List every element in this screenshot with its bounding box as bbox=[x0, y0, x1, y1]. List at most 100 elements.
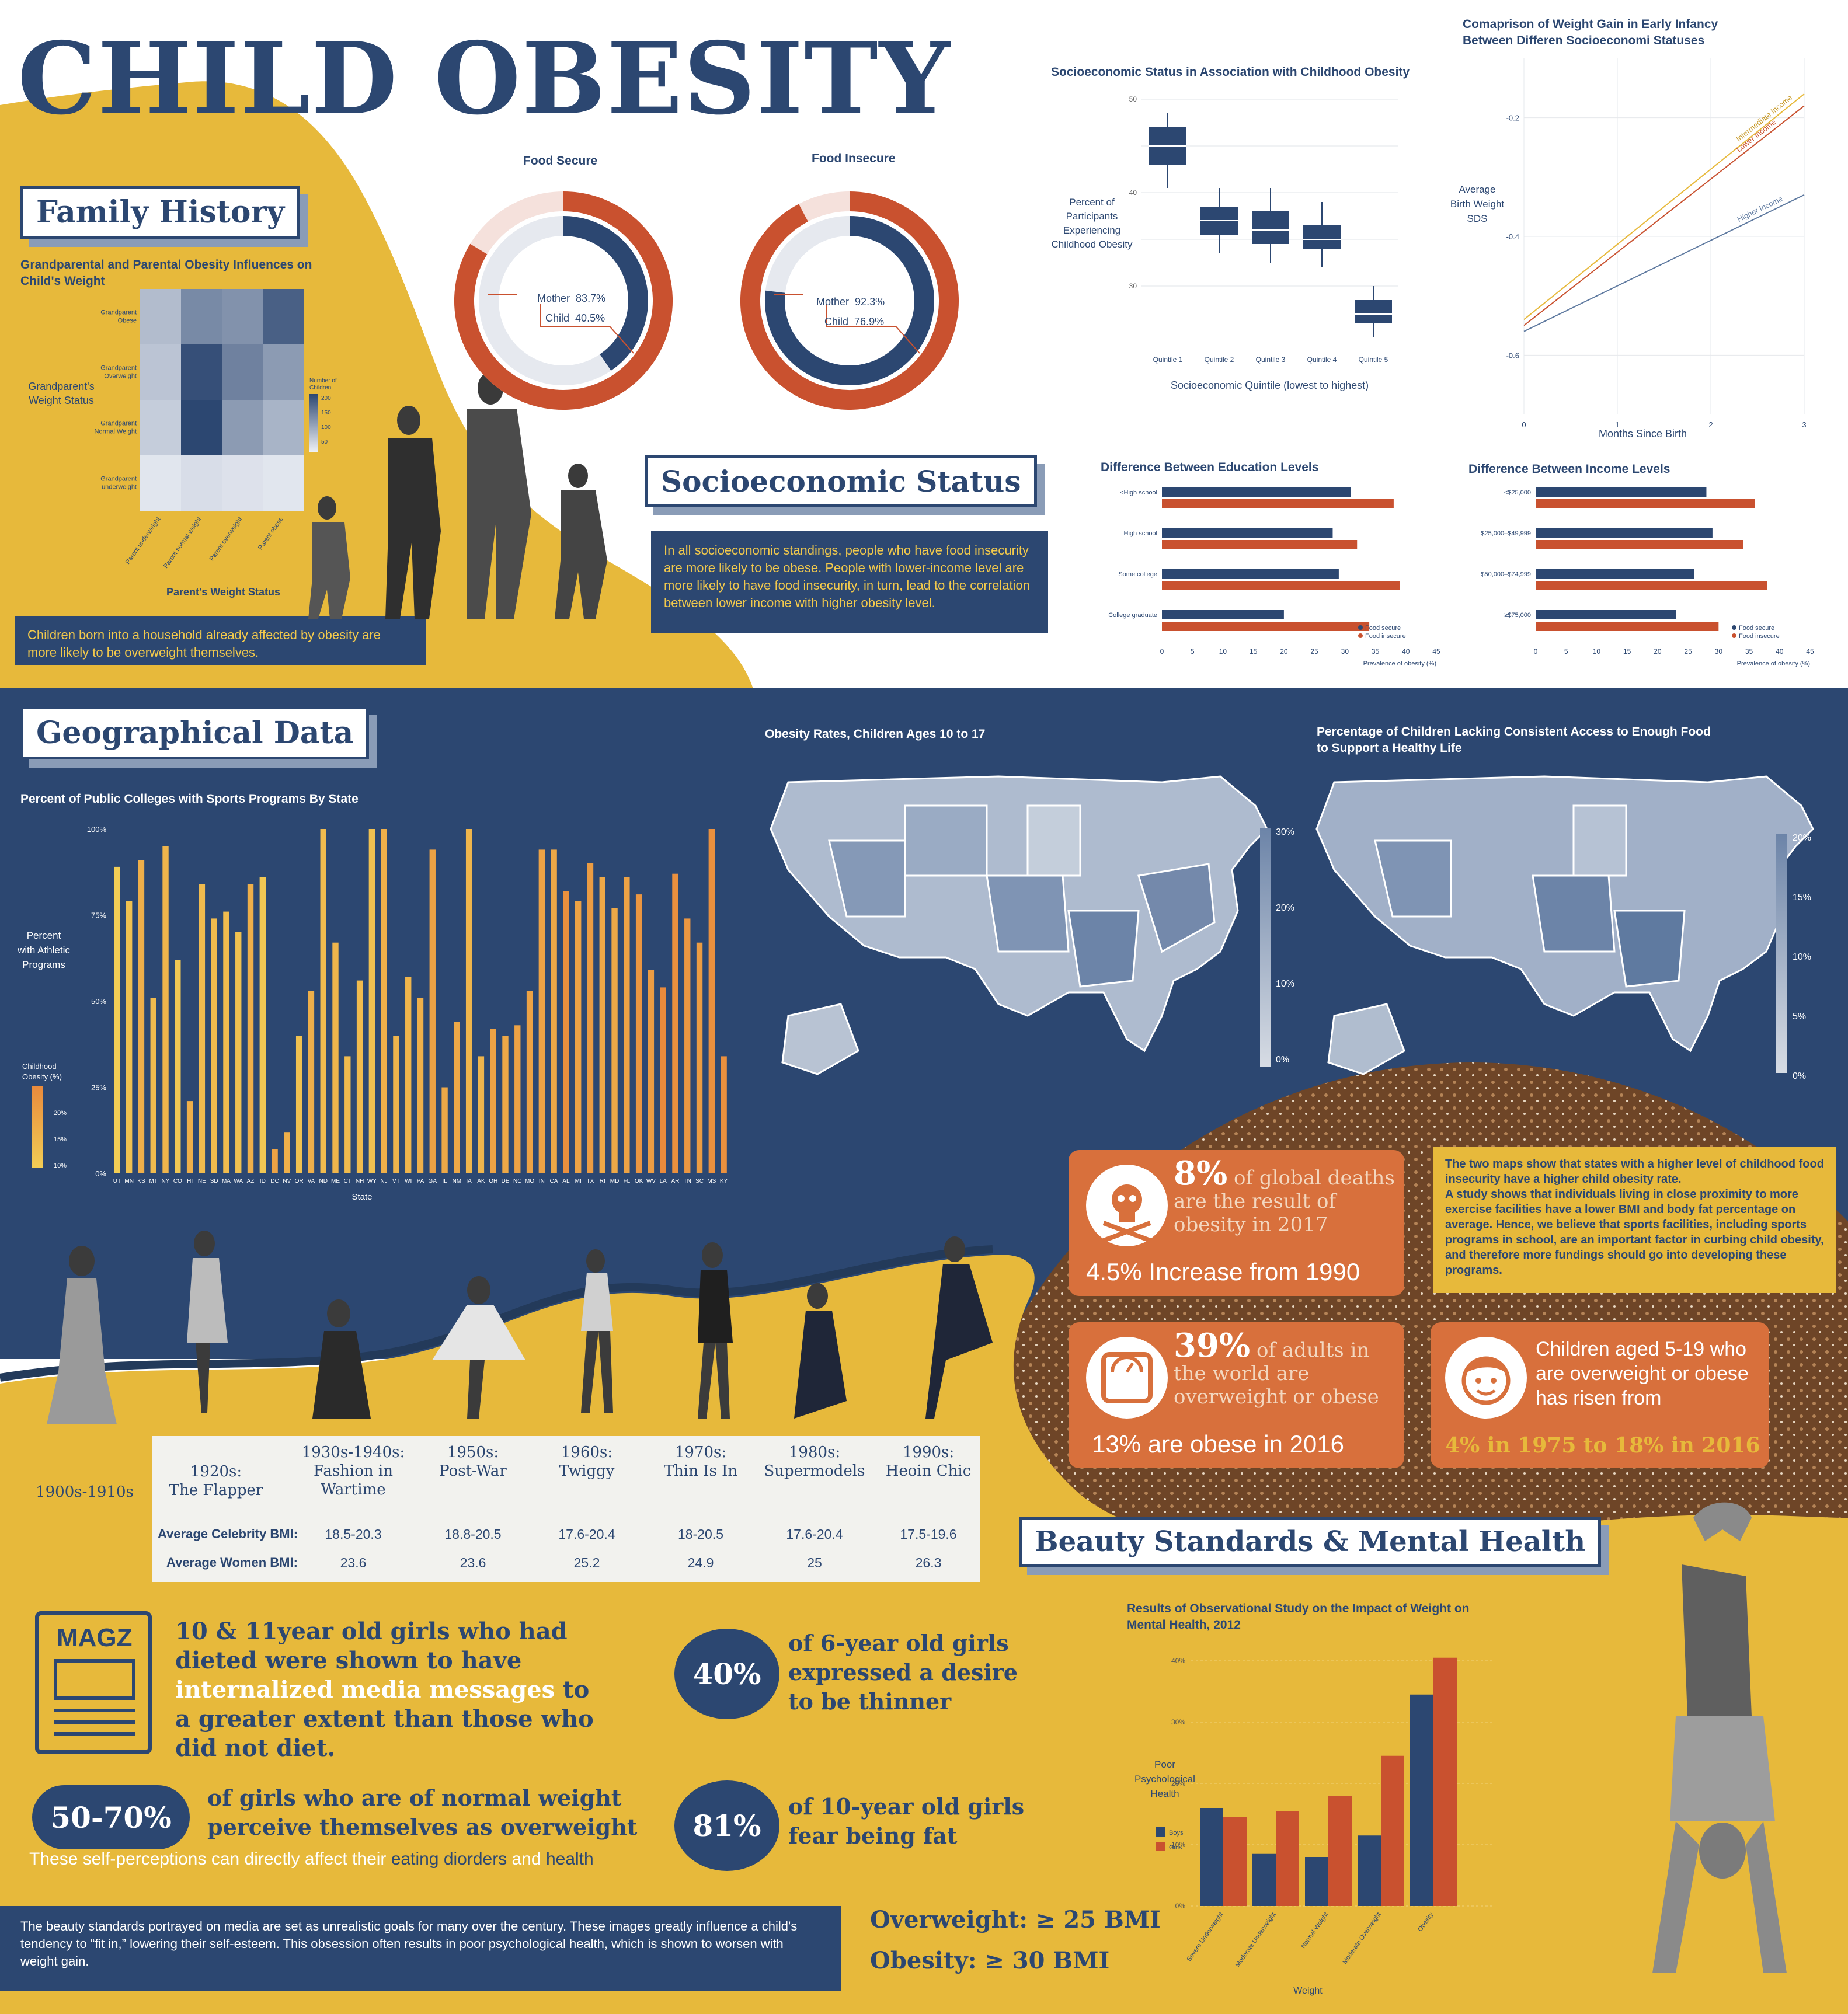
sports-bar bbox=[175, 960, 181, 1173]
boxplot-ytick: 40 bbox=[1129, 189, 1137, 197]
hbar-xtick: 15 bbox=[1623, 647, 1631, 656]
sports-state-label: WY bbox=[367, 1178, 377, 1184]
mother-value: 92.3% bbox=[855, 296, 885, 308]
stat-card-children: Children aged 5-19 who are overweight or… bbox=[1431, 1322, 1769, 1468]
sports-state-label: IL bbox=[442, 1178, 447, 1184]
sports-state-label: DC bbox=[270, 1178, 279, 1184]
mental-health-bar-chart: 40% 30% 20% 10% 0%Severe Underweight Moderate… bbox=[1156, 1657, 1495, 1996]
sports-bar bbox=[356, 980, 363, 1173]
legend-swatch-girls bbox=[1156, 1842, 1165, 1851]
heatmap-legend-title: Children bbox=[309, 385, 331, 391]
sports-state-label: NE bbox=[198, 1178, 206, 1184]
heatmap-cell bbox=[181, 400, 222, 455]
sports-state-label: FL bbox=[623, 1178, 630, 1184]
sports-bar bbox=[684, 918, 691, 1173]
section-header-geographical: Geographical Data bbox=[20, 706, 370, 759]
sports-bar bbox=[551, 849, 557, 1173]
sports-legend-title: Childhood Obesity (%) bbox=[22, 1062, 62, 1081]
era-women-bmi: 23.6 bbox=[340, 1555, 367, 1570]
map2-legend-tick: 5% bbox=[1793, 1012, 1806, 1022]
era-label: 1950s: Post-War bbox=[439, 1444, 507, 1480]
heatmap-row-label: Grandparent Overweight bbox=[100, 365, 137, 380]
sports-state-label: CT bbox=[344, 1178, 351, 1184]
sports-bar bbox=[247, 884, 254, 1173]
mental-bar-boys bbox=[1305, 1857, 1328, 1906]
heatmap-cell bbox=[263, 400, 304, 455]
hbar-category-label: Some college bbox=[1118, 571, 1157, 578]
mother-value: 83.7% bbox=[576, 292, 606, 304]
sports-state-label: AZ bbox=[247, 1178, 255, 1184]
sports-bar bbox=[295, 1036, 302, 1173]
linechart-xtick: 1 bbox=[1615, 420, 1619, 429]
sports-bar bbox=[538, 849, 545, 1173]
sports-bar bbox=[186, 1101, 193, 1173]
sports-bar bbox=[284, 1132, 290, 1173]
family-walking-illustration bbox=[308, 374, 607, 619]
mental-ytick: 0% bbox=[1175, 1902, 1186, 1910]
mental-ytick: 20% bbox=[1171, 1779, 1185, 1787]
hbar-xtick: 15 bbox=[1250, 647, 1258, 656]
self-perception-note: These self-perceptions can directly affe… bbox=[29, 1849, 594, 1869]
skull-icon bbox=[1086, 1165, 1168, 1246]
hbar-xtick: 20 bbox=[1280, 647, 1288, 656]
section-header-family-history: Family History bbox=[20, 186, 301, 239]
sports-bar bbox=[114, 866, 120, 1173]
bmi-label-celebrity: Average Celebrity BMI: bbox=[158, 1527, 298, 1541]
sports-state-label: WA bbox=[234, 1178, 243, 1184]
mental-legend: Girls bbox=[1169, 1844, 1182, 1851]
sports-state-label: WV bbox=[646, 1178, 656, 1184]
stat-5070-circle: 50-70% bbox=[32, 1785, 190, 1849]
map1-legend-tick: 0% bbox=[1276, 1055, 1289, 1065]
maps-note: The two maps show that states with a hig… bbox=[1433, 1147, 1836, 1293]
hbar-legend: Food secure bbox=[1365, 625, 1401, 632]
sports-state-label: NY bbox=[162, 1178, 170, 1184]
mental-ytick: 10% bbox=[1171, 1841, 1185, 1849]
hbar-food-secure bbox=[1162, 569, 1339, 579]
donut-mother-arc bbox=[740, 191, 959, 410]
era-table-bg bbox=[152, 1436, 980, 1582]
map2-legend-tick: 10% bbox=[1793, 952, 1811, 962]
hbar-xtick: 5 bbox=[1564, 647, 1568, 656]
edu-chart-title: Difference Between Education Levels bbox=[1101, 461, 1319, 474]
map2-legend-bar bbox=[1776, 834, 1787, 1073]
sports-state-label: MS bbox=[707, 1178, 716, 1184]
hbar-category-label: <High school bbox=[1120, 489, 1157, 496]
donut-child-arc bbox=[563, 216, 648, 371]
child-label: Child bbox=[824, 316, 849, 327]
heatmap-col-label: Parent normal weight bbox=[162, 516, 203, 570]
heatmap-title: Grandparental and Parental Obesity Influ… bbox=[20, 258, 312, 288]
donut-leader-line bbox=[540, 304, 634, 354]
hbar-legend: Food secure bbox=[1739, 625, 1774, 632]
heatmap-legend-bar bbox=[309, 394, 318, 452]
sports-state-label: NC bbox=[513, 1178, 521, 1184]
sports-state-label: HI bbox=[187, 1178, 193, 1184]
era-women-bmi: 25 bbox=[807, 1555, 822, 1570]
sports-state-label: NV bbox=[283, 1178, 291, 1184]
legend-dot bbox=[1732, 625, 1736, 630]
era-celebrity-bmi: 18.5-20.3 bbox=[325, 1527, 382, 1542]
legend-swatch-boys bbox=[1156, 1827, 1165, 1837]
hbar-xtick: 30 bbox=[1715, 647, 1723, 656]
hbar-category-label: College graduate bbox=[1108, 612, 1157, 619]
sports-state-label: MI bbox=[575, 1178, 582, 1184]
donut-child-arc bbox=[765, 216, 934, 385]
sports-state-label: IA bbox=[466, 1178, 472, 1184]
child-face-icon bbox=[1445, 1337, 1527, 1419]
hbar-food-secure bbox=[1536, 610, 1676, 619]
sports-state-label: RI bbox=[600, 1178, 605, 1184]
era-celebrity-bmi: 17.6-20.4 bbox=[786, 1527, 843, 1542]
sports-bar bbox=[162, 846, 169, 1173]
sports-bar bbox=[344, 1056, 351, 1173]
sports-bar bbox=[393, 1036, 399, 1173]
sports-state-label: NJ bbox=[381, 1178, 388, 1184]
mental-bar-girls bbox=[1381, 1755, 1404, 1906]
map-obesity-rates bbox=[770, 775, 1268, 1075]
sports-bar bbox=[611, 908, 618, 1173]
heatmap-cell bbox=[222, 400, 263, 455]
hbar-food-secure bbox=[1536, 487, 1707, 497]
sports-ylabel: Percent with Athletic Programs bbox=[18, 930, 70, 970]
stat-8-text: of global deaths are the result of obesi… bbox=[1174, 1166, 1395, 1236]
mental-xlabel: Weight bbox=[1293, 1986, 1323, 1996]
map2-legend-tick: 0% bbox=[1793, 1071, 1806, 1081]
